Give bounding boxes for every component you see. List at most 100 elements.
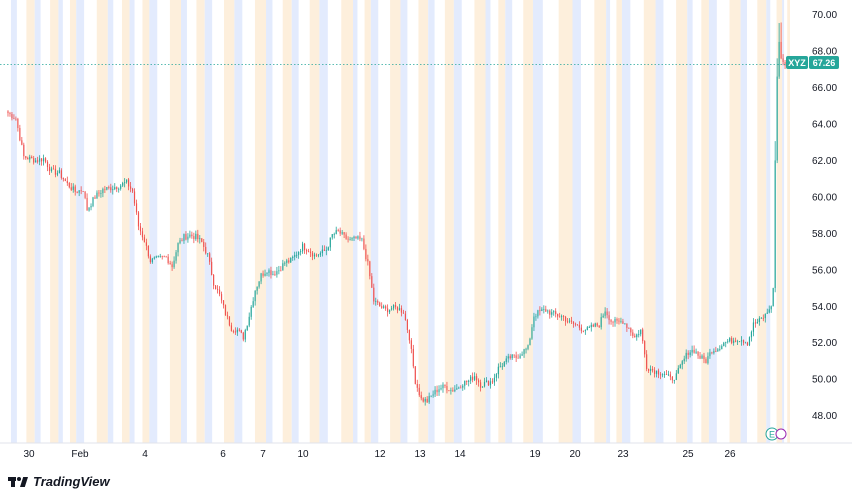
earnings-marker[interactable]: E [765, 427, 787, 441]
candle [586, 326, 588, 331]
candle [381, 302, 383, 309]
candle [240, 329, 242, 334]
candle-body [205, 246, 207, 254]
price-tick-label: 52.00 [812, 338, 837, 349]
candle [274, 270, 276, 276]
earnings-icon-letter: E [769, 430, 775, 440]
candle [687, 350, 689, 360]
candle-body [363, 238, 365, 249]
candle-body [644, 341, 646, 355]
candle-body [628, 327, 630, 329]
candle-body [35, 160, 37, 163]
candle-body [725, 341, 727, 343]
candle-body [252, 301, 254, 307]
candle-body [213, 274, 215, 286]
candle [553, 310, 555, 316]
candle-body [533, 316, 535, 328]
candle-body [772, 288, 774, 307]
candle-body [250, 306, 252, 317]
candle [48, 163, 51, 176]
candle-body [434, 389, 436, 395]
candle [685, 349, 687, 362]
candle-body [474, 376, 476, 380]
candle [452, 387, 454, 392]
candle [323, 245, 325, 251]
candle-body [145, 242, 147, 246]
candle [460, 385, 462, 389]
candle-body [236, 329, 238, 333]
time-tick-label: 19 [529, 449, 541, 460]
candle-body [400, 308, 403, 313]
candle-body [385, 306, 387, 309]
candle-body [462, 385, 464, 388]
candle-body [244, 330, 246, 340]
postmarket-band [282, 0, 292, 443]
candle [671, 376, 673, 384]
candle-body [155, 256, 157, 258]
time-tick-label: 4 [142, 449, 148, 460]
candle-body [321, 249, 323, 254]
candle [185, 231, 187, 241]
candle-body [632, 332, 634, 336]
candle-body [389, 309, 391, 313]
session-bands [10, 0, 790, 443]
candle [66, 176, 68, 186]
candle [758, 316, 760, 326]
candle [476, 373, 478, 385]
candle [335, 226, 337, 235]
premarket-band [58, 0, 63, 443]
candle [159, 253, 161, 258]
candle [624, 323, 626, 325]
candle-body [450, 390, 452, 392]
candle [54, 165, 57, 178]
candle-body [746, 342, 749, 346]
candle-body [19, 128, 21, 141]
candle [37, 156, 39, 164]
candle-body [122, 182, 124, 186]
candle-body [634, 335, 636, 338]
candle [106, 186, 108, 191]
premarket-band [204, 0, 213, 443]
candle-body [317, 254, 320, 256]
candle [566, 317, 569, 324]
candle [244, 328, 246, 343]
candle [78, 190, 80, 197]
time-tick-label: 20 [569, 449, 581, 460]
tradingview-logo[interactable]: TradingView [8, 474, 110, 489]
candle [551, 308, 553, 318]
candle-body [456, 388, 458, 390]
postmarket-band [676, 0, 688, 443]
candle-body [80, 190, 82, 192]
time-axis[interactable]: 30 Feb 4 6 7 10 12 13 14 19 20 23 25 26 [23, 449, 736, 460]
candle [307, 248, 310, 253]
candle [201, 238, 203, 243]
candle [618, 318, 620, 325]
candle [27, 156, 29, 160]
candle-body [756, 321, 758, 324]
candle-body [254, 290, 256, 302]
candle [531, 324, 533, 340]
candle [189, 230, 191, 239]
candle [535, 313, 537, 321]
candle-body [412, 348, 414, 367]
candle-body [66, 181, 68, 184]
candle-body [782, 58, 784, 62]
candle-body [646, 354, 648, 370]
candle [606, 308, 608, 319]
candle-body [547, 310, 549, 312]
candle [444, 384, 446, 389]
candle [181, 238, 183, 242]
candle-body [598, 325, 600, 328]
candle-body [713, 351, 715, 354]
price-axis[interactable]: 70.00 68.00 66.00 64.00 62.00 60.00 58.00 56.00… [812, 10, 837, 422]
candle [254, 290, 256, 306]
candle-body [764, 313, 766, 319]
candle [424, 396, 426, 406]
candle-body [705, 359, 707, 364]
candle-body [347, 238, 349, 240]
postmarket-band [558, 0, 573, 443]
candle-body [606, 311, 608, 316]
candle [703, 352, 705, 364]
candle [373, 283, 375, 305]
